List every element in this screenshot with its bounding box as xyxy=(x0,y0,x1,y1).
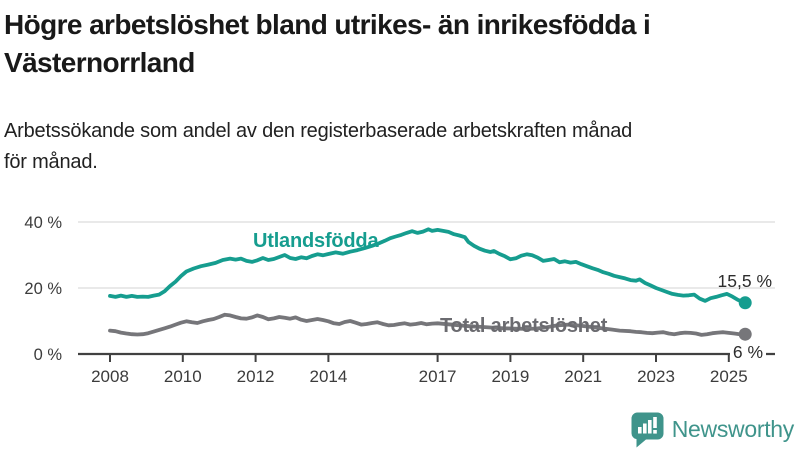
line-chart-canvas: 0 % 20 % 40 % 2008 2010 2012 2014 2017 2019 2021 2… xyxy=(24,214,775,386)
x-tick-label: 2017 xyxy=(419,367,457,386)
exclamation-stem xyxy=(652,416,657,428)
page-title: Högre arbetslöshet bland utrikes- än inr… xyxy=(4,6,798,82)
x-tick-label: 2021 xyxy=(564,367,602,386)
x-tick-label: 2008 xyxy=(91,367,129,386)
line-chart: 0 % 20 % 40 % 2008 2010 2012 2014 2017 2019 2021 2… xyxy=(0,195,800,405)
end-value-label-utlandsf-dda: 15,5 % xyxy=(718,271,772,291)
x-tick-label: 2014 xyxy=(309,367,347,386)
value-label-bg xyxy=(730,342,766,360)
x-tick-label: 2010 xyxy=(164,367,202,386)
end-value-label-total-arbetsl-shet: 6 % xyxy=(733,342,763,362)
page-title-line1: Högre arbetslöshet bland utrikes- än inr… xyxy=(4,9,651,40)
series-label-total-arbetsl-shet: Total arbetslöshet xyxy=(440,315,608,337)
speech-bubble-shape xyxy=(631,412,664,447)
chart-subtitle-line2: för månad. xyxy=(4,151,98,173)
newsworthy-logo-icon xyxy=(631,412,664,447)
x-tick-label: 2025 xyxy=(710,367,748,386)
series-end-dot-total-arbetsl-shet xyxy=(738,327,752,341)
y-tick-label: 40 % xyxy=(24,214,62,232)
bar-small xyxy=(637,426,642,433)
series-line-utlandsf-dda xyxy=(108,227,748,305)
page-title-line2: Västernorrland xyxy=(4,47,195,78)
x-tick-label: 2023 xyxy=(637,367,675,386)
exclamation-dot xyxy=(652,429,657,434)
newsworthy-logo-text: Newsworthy xyxy=(671,415,795,442)
y-tick-label: 0 % xyxy=(34,346,63,364)
newsworthy-logo: Newsworthy xyxy=(630,410,794,448)
series-end-dot-utlandsf-dda xyxy=(738,296,752,310)
series-line-total-arbetsl-shet xyxy=(108,312,748,337)
bar-medium xyxy=(642,423,647,433)
chart-subtitle-line1: Arbetssökande som andel av den registerb… xyxy=(4,120,633,142)
x-tick-label: 2019 xyxy=(491,367,529,386)
bar-tall xyxy=(647,419,652,433)
x-tick-label: 2012 xyxy=(237,367,275,386)
y-tick-label: 20 % xyxy=(24,280,62,298)
series-label-utlandsf-dda: Utlandsfödda xyxy=(253,230,379,252)
chart-subtitle: Arbetssökande som andel av den registerb… xyxy=(4,116,798,178)
